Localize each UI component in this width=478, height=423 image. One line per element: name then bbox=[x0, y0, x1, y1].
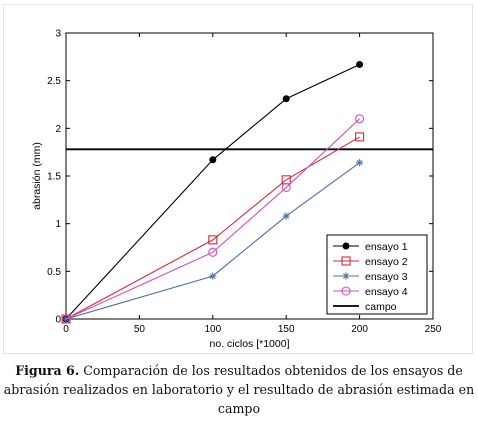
x-tick-label: 50 bbox=[134, 324, 146, 335]
data-point-series-1 bbox=[209, 156, 217, 164]
x-tick-label: 200 bbox=[351, 324, 368, 335]
legend-label: ensayo 2 bbox=[365, 256, 408, 268]
data-point-series-3 bbox=[282, 212, 290, 220]
series-line-1 bbox=[65, 63, 360, 320]
figure-frame: 0 50 100 150 200 250 0 0.5 1 1.5 2 2.5 3 no. ciclos [… bbox=[3, 4, 473, 354]
y-tick-label: 2 bbox=[55, 124, 61, 135]
data-point-series-4 bbox=[355, 114, 365, 124]
x-tick-label: 150 bbox=[278, 324, 295, 335]
data-point-series-3 bbox=[209, 272, 217, 280]
legend-marker bbox=[341, 256, 351, 266]
legend-marker bbox=[341, 286, 351, 296]
x-axis-label: no. ciclos [*1000] bbox=[210, 338, 290, 350]
data-point-series-2 bbox=[355, 132, 365, 142]
data-point-series-3-stroke bbox=[356, 159, 363, 166]
data-point-series-4 bbox=[281, 182, 291, 192]
data-point-series-4 bbox=[208, 247, 218, 257]
legend-marker-stroke bbox=[343, 273, 349, 279]
y-tick-label: 2.5 bbox=[47, 76, 61, 87]
legend-label: ensayo 3 bbox=[365, 271, 408, 283]
series-line-3 bbox=[65, 162, 360, 320]
y-tick-label: 0 bbox=[55, 315, 61, 326]
caption-label: Figura 6. bbox=[15, 363, 80, 378]
data-point-series-3 bbox=[356, 159, 364, 167]
y-tick-label: 0.5 bbox=[47, 267, 61, 278]
series-line-2 bbox=[65, 136, 360, 320]
legend-label: ensayo 1 bbox=[365, 241, 408, 253]
legend-label: ensayo 4 bbox=[365, 286, 408, 298]
data-point-series-1 bbox=[356, 60, 364, 68]
y-tick-label: 1.5 bbox=[47, 172, 61, 183]
y-tick-label: 3 bbox=[55, 29, 61, 40]
data-point-series-4 bbox=[61, 314, 71, 324]
data-point-series-2 bbox=[208, 235, 218, 245]
legend-marker bbox=[342, 272, 350, 280]
caption-text: Comparación de los resultados obtenidos … bbox=[3, 363, 475, 416]
data-point-series-3-stroke bbox=[209, 273, 216, 279]
y-axis-label: abrasión (mm) bbox=[31, 142, 43, 210]
figure-caption: Figura 6. Comparación de los resultados … bbox=[0, 361, 478, 418]
x-tick-label: 250 bbox=[425, 324, 442, 335]
y-tick-label: 1 bbox=[55, 219, 61, 230]
data-point-series-3-stroke bbox=[283, 213, 290, 219]
line-chart: 0 50 100 150 200 250 0 0.5 1 1.5 2 2.5 3 no. ciclos [… bbox=[31, 29, 442, 351]
legend-marker bbox=[342, 242, 350, 250]
x-tick-label: 0 bbox=[63, 324, 69, 335]
data-point-series-1 bbox=[282, 95, 290, 103]
x-tick-label: 100 bbox=[204, 324, 221, 335]
legend-label: campo bbox=[365, 301, 397, 313]
series-line-4 bbox=[65, 118, 360, 320]
